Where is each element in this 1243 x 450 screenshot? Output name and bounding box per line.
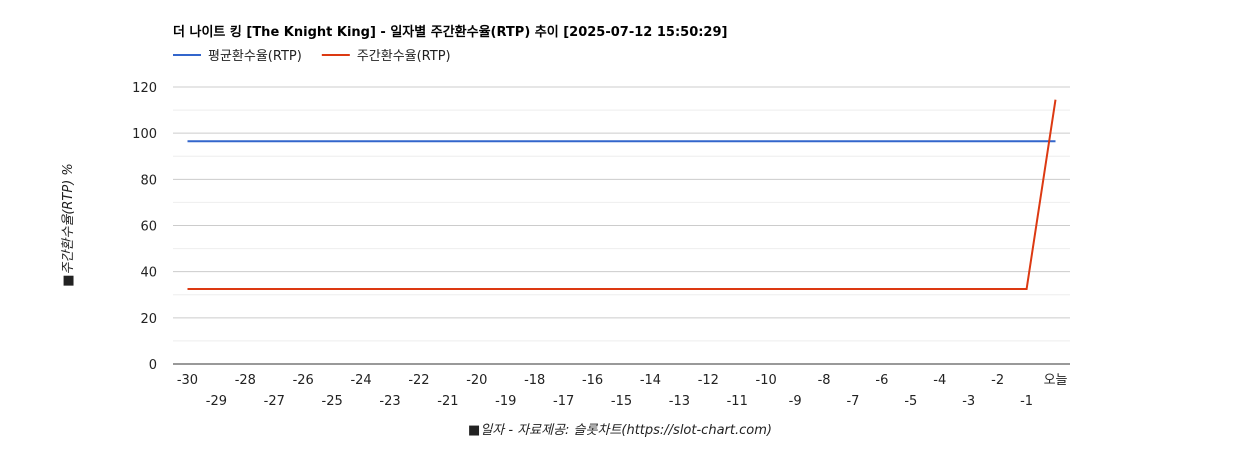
x-tick-label: -19 [495, 394, 516, 409]
y-tick-label: 60 [140, 220, 157, 235]
y-tick-label: 20 [140, 312, 157, 327]
y-axis-ticks: 0 20 40 60 80 100 120 [132, 81, 157, 373]
x-tick-label: -30 [177, 373, 198, 388]
x-tick-label: -17 [553, 394, 574, 409]
x-tick-label: -24 [350, 373, 371, 388]
x-tick-label: 오늘 [1044, 373, 1068, 388]
x-tick-label: -25 [322, 394, 343, 409]
chart-title: 더 나이트 킹 [The Knight King] - 일자별 주간환수율(RT… [173, 24, 727, 40]
x-tick-label: -10 [756, 373, 777, 388]
x-tick-label: -28 [235, 373, 256, 388]
x-tick-label: -5 [904, 394, 917, 409]
x-tick-label: -6 [875, 373, 888, 388]
y-axis-title: ■주간환수율(RTP) % [61, 163, 76, 287]
series-line-2 [187, 99, 1057, 290]
x-axis-title: ■일자 - 자료제공: 슬롯차트(https://slot-chart.com) [468, 423, 772, 438]
x-tick-label: -21 [437, 394, 458, 409]
y-tick-label: 0 [149, 358, 157, 373]
x-tick-label: -9 [789, 394, 802, 409]
x-tick-label: -14 [640, 373, 661, 388]
x-tick-label: -8 [818, 373, 831, 388]
x-tick-label: -20 [466, 373, 487, 388]
x-tick-label: -26 [293, 373, 314, 388]
grid-lines [173, 86, 1070, 365]
x-axis-ticks: -30-29-28-27-26-25-24-23-22-21-20-19-18-… [177, 373, 1068, 409]
legend-label-2: 주간환수율(RTP) [357, 49, 451, 64]
legend-label-1: 평균환수율(RTP) [208, 49, 302, 64]
x-tick-label: -22 [408, 373, 429, 388]
x-tick-label: -13 [669, 394, 690, 409]
x-tick-label: -4 [933, 373, 946, 388]
series-lines [187, 99, 1057, 290]
x-tick-label: -1 [1020, 394, 1033, 409]
x-tick-label: -7 [846, 394, 859, 409]
x-tick-label: -29 [206, 394, 227, 409]
y-tick-label: 120 [132, 81, 157, 96]
y-tick-label: 40 [140, 266, 157, 281]
legend: 평균환수율(RTP) 주간환수율(RTP) [173, 49, 451, 64]
x-tick-label: -27 [264, 394, 285, 409]
x-tick-label: -2 [991, 373, 1004, 388]
x-tick-label: -11 [727, 394, 748, 409]
y-tick-label: 80 [140, 173, 157, 188]
x-tick-label: -18 [524, 373, 545, 388]
y-tick-label: 100 [132, 127, 157, 142]
x-tick-label: -15 [611, 394, 632, 409]
x-tick-label: -16 [582, 373, 603, 388]
x-tick-label: -23 [379, 394, 400, 409]
x-tick-label: -12 [698, 373, 719, 388]
x-tick-label: -3 [962, 394, 975, 409]
